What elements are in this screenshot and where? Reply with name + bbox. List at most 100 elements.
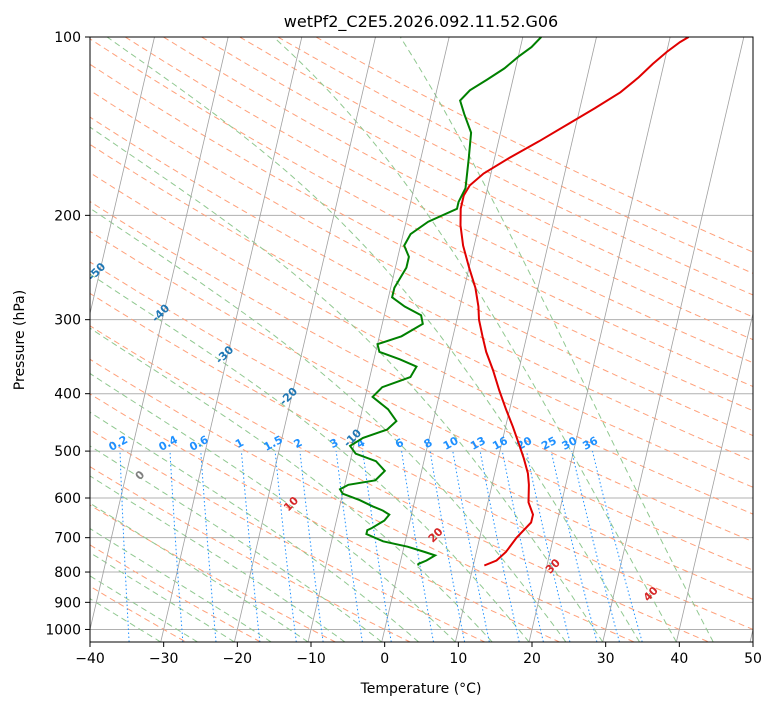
x-tick-label: 30 — [597, 651, 615, 667]
y-tick-label: 100 — [54, 30, 81, 46]
dry-adiabat — [90, 172, 753, 515]
y-tick-label: 700 — [54, 531, 81, 547]
mixing-ratio-label: 2 — [292, 436, 305, 451]
isotherm-line — [307, 37, 450, 642]
mixing-ratio-line — [240, 451, 261, 642]
mixing-ratio-line — [169, 451, 184, 642]
mixing-ratio-line — [274, 451, 297, 642]
x-tick-label: −40 — [75, 651, 105, 667]
moist-adiabat — [90, 126, 604, 642]
isotherm-line — [676, 311, 753, 642]
mixing-ratio-line — [429, 451, 466, 642]
dry-adiabat — [90, 429, 485, 642]
mixing-ratio-line — [200, 451, 217, 642]
y-tick-label: 900 — [54, 595, 81, 611]
mixing-ratio-line — [550, 450, 598, 642]
y-tick-label: 600 — [54, 491, 81, 507]
isotherm-line — [455, 37, 597, 642]
isotherm-label: -60 — [21, 218, 44, 241]
dry-adiabat — [90, 292, 753, 630]
dry-adiabat — [90, 358, 635, 642]
isotherm-line — [602, 37, 745, 642]
x-tick-label: 50 — [744, 651, 762, 667]
isotherm-line — [90, 37, 155, 316]
mixing-ratio-line — [592, 450, 643, 642]
moist-adiabat-label: 0 — [133, 468, 148, 483]
y-tick-label: 400 — [54, 387, 81, 403]
mixing-ratio-line — [571, 450, 620, 642]
dry-adiabat — [201, 37, 753, 318]
isotherm-label: -30 — [213, 343, 236, 366]
dry-adiabat — [124, 37, 753, 364]
y-tick-label: 1000 — [45, 622, 81, 638]
mixing-ratio-line — [501, 451, 544, 642]
mixing-ratio-line — [526, 450, 571, 642]
x-tick-label: 40 — [670, 651, 688, 667]
mixing-ratio-line — [362, 451, 392, 642]
moist-adiabat — [90, 273, 530, 642]
dry-adiabat — [90, 393, 560, 642]
moist-adiabat — [90, 327, 493, 642]
moist-adiabat — [106, 37, 641, 642]
isotherm-label: -40 — [149, 301, 172, 324]
y-tick-label: 300 — [54, 313, 81, 329]
plot-frame — [89, 36, 754, 643]
x-tick-label: 20 — [523, 651, 541, 667]
x-tick-label: −30 — [149, 651, 179, 667]
moist-adiabat-label: 30 — [543, 556, 563, 576]
y-tick-label: 200 — [54, 208, 81, 224]
dry-adiabat — [90, 544, 261, 642]
dry-adiabat — [239, 37, 753, 296]
dry-adiabat — [90, 261, 753, 600]
moist-adiabat — [90, 502, 309, 642]
moist-adiabat — [90, 411, 419, 642]
moist-adiabat — [399, 37, 714, 642]
mixing-ratio-label: 13 — [468, 434, 488, 453]
temperature-profile-line — [459, 37, 690, 567]
x-tick-label: 0 — [380, 651, 389, 667]
moist-adiabat — [90, 207, 567, 642]
isotherm-line — [160, 37, 303, 642]
dewpoint-profile-line — [338, 37, 542, 566]
dry-adiabat — [90, 466, 411, 642]
dry-adiabat — [315, 37, 753, 253]
moist-adiabat — [90, 445, 383, 642]
y-tick-label: 800 — [54, 565, 81, 581]
dry-adiabat — [90, 230, 753, 571]
mixing-ratio-label: 1 — [233, 436, 246, 451]
y-tick-label: 500 — [54, 444, 81, 460]
y-axis-label: Pressure (hPa) — [12, 290, 28, 390]
isotherm-line — [749, 627, 753, 642]
dry-adiabat — [90, 200, 753, 543]
dry-adiabat — [90, 38, 753, 388]
mixing-ratio-label: 10 — [441, 434, 461, 453]
isotherm-line — [90, 37, 229, 632]
moist-adiabat — [90, 528, 272, 642]
mixing-ratio-line — [479, 451, 520, 642]
dry-adiabat — [90, 504, 336, 642]
moist-adiabat — [273, 37, 677, 642]
mixing-ratio-label: 16 — [490, 434, 510, 453]
x-tick-label: −20 — [223, 651, 253, 667]
x-axis-label: Temperature (°C) — [360, 681, 482, 697]
moist-adiabat-label: 40 — [641, 584, 661, 604]
x-tick-label: 10 — [449, 651, 467, 667]
dry-adiabat — [90, 143, 753, 488]
mixing-ratio-label: 30 — [560, 434, 580, 453]
mixing-ratio-line — [452, 451, 490, 642]
dry-adiabat — [90, 585, 187, 642]
mixing-ratio-label: 25 — [539, 434, 559, 453]
chart-title: wetPf2_C2E5.2026.092.11.52.G06 — [284, 12, 558, 32]
dry-adiabat — [90, 325, 709, 642]
moist-adiabat — [90, 575, 198, 642]
isotherm-line — [381, 37, 524, 642]
mixing-ratio-line — [335, 451, 363, 642]
moist-adiabat — [90, 475, 346, 642]
dry-adiabat — [90, 116, 753, 462]
moist-adiabat — [90, 372, 456, 642]
mixing-ratio-line — [299, 451, 324, 642]
isotherm-line — [234, 37, 376, 642]
isotherm-label: -50 — [85, 260, 108, 283]
moist-adiabat — [90, 598, 161, 642]
